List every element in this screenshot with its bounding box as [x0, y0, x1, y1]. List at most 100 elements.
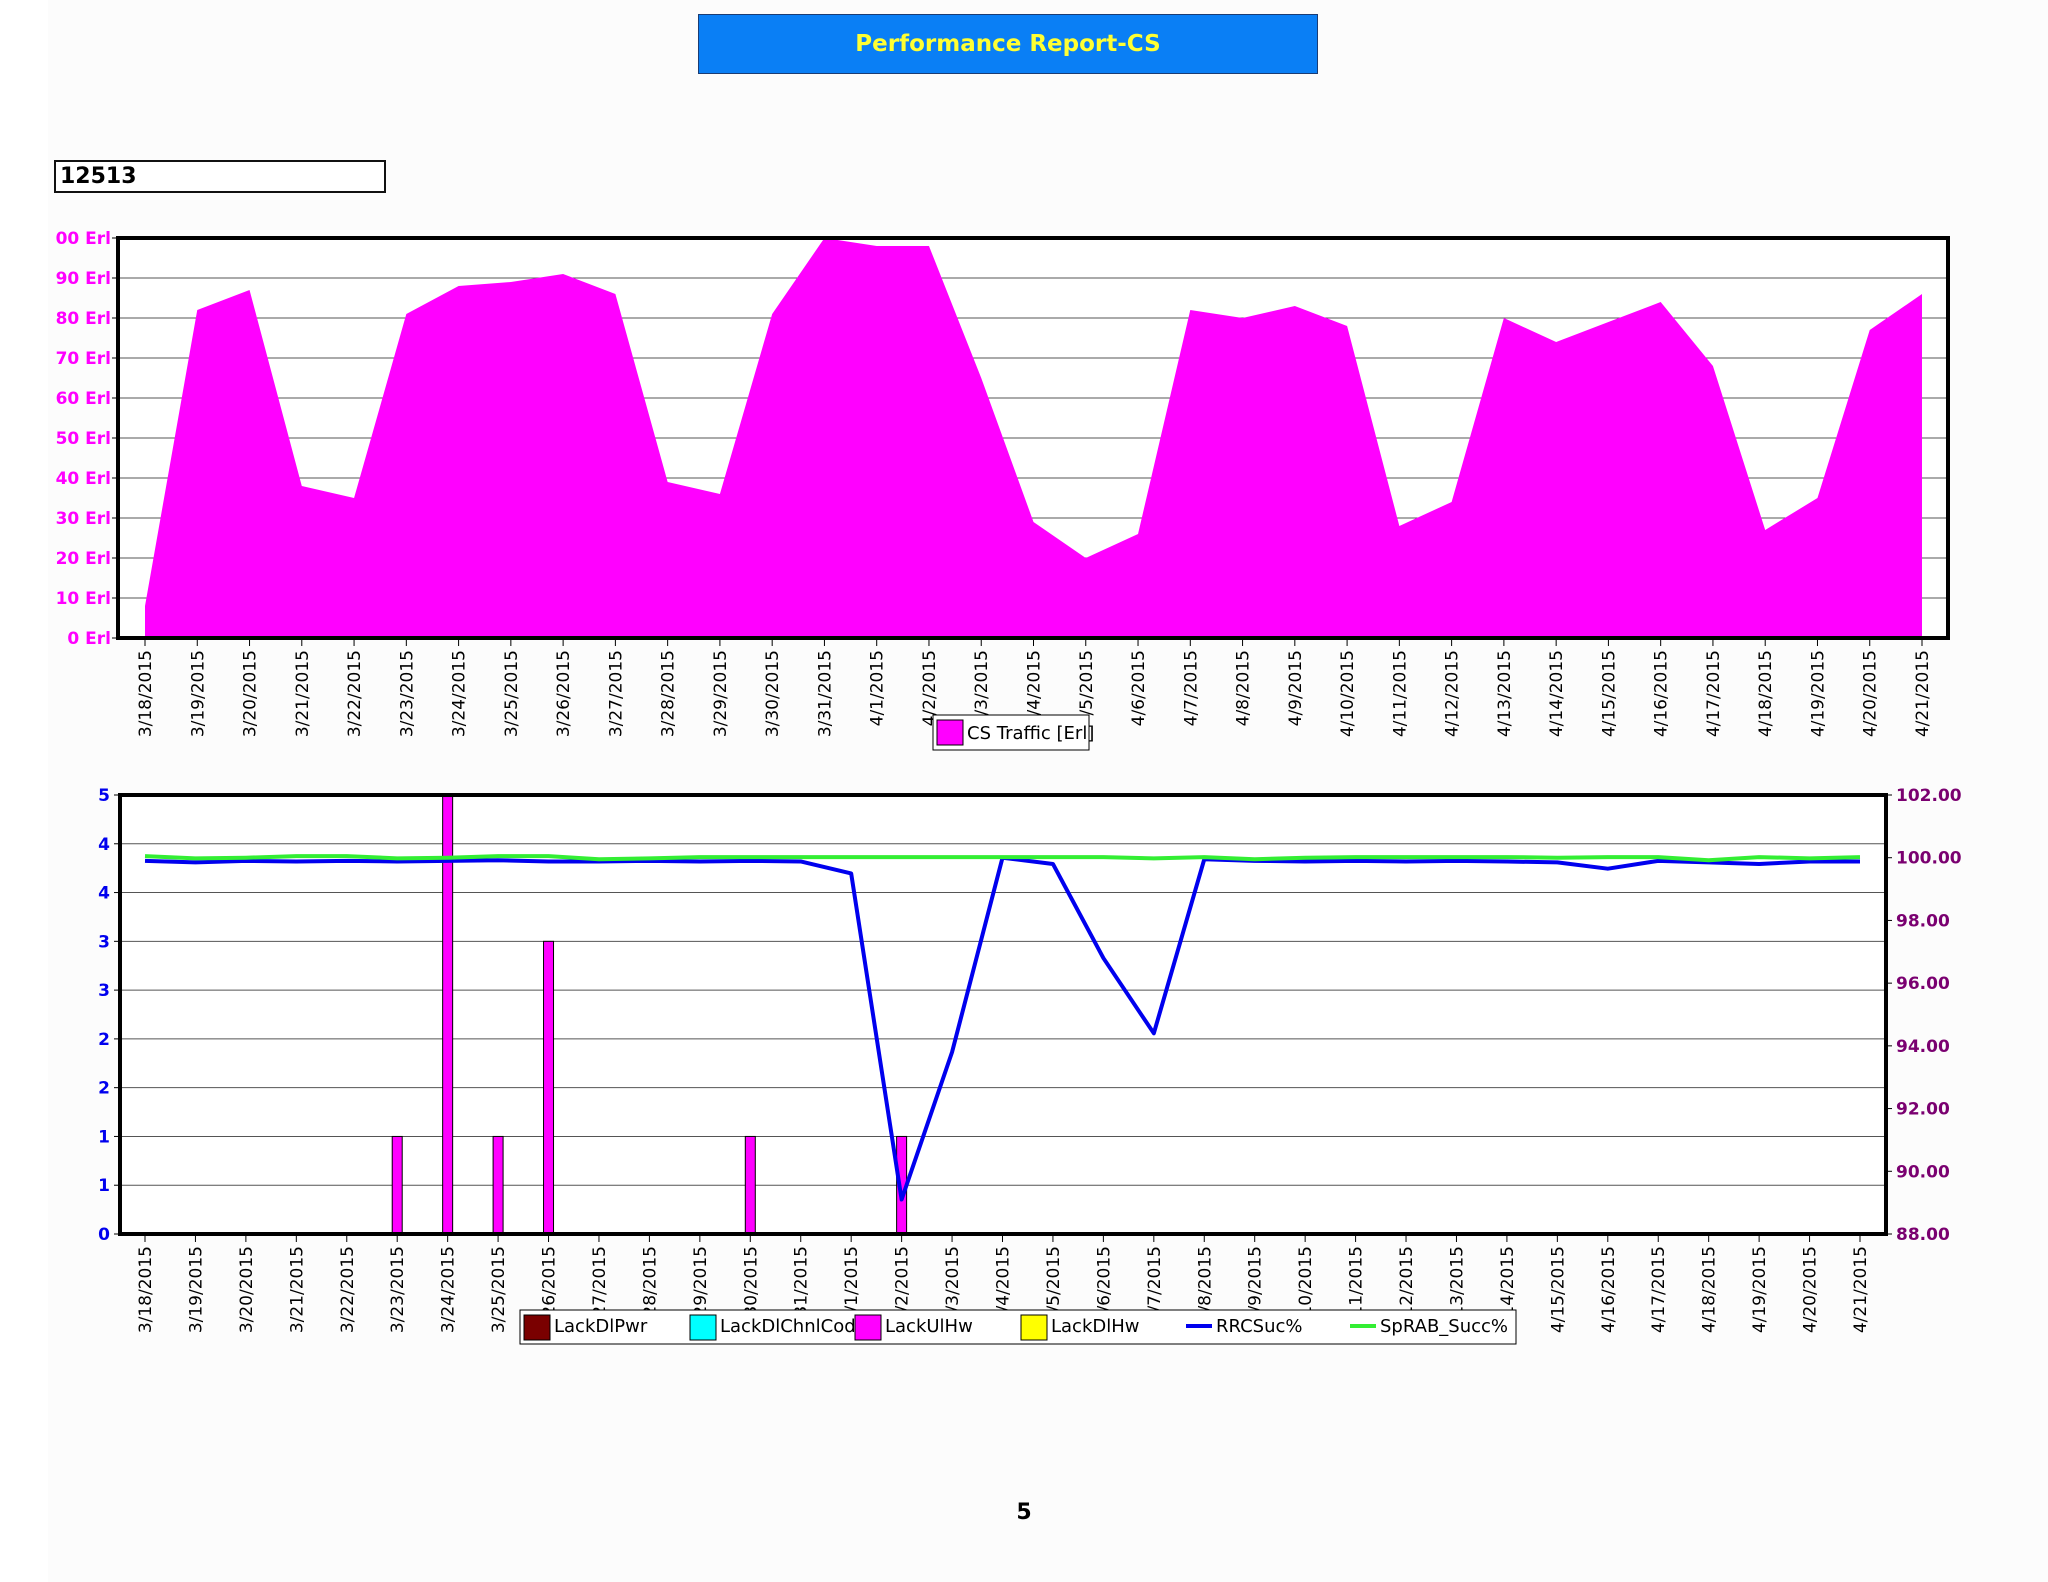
x-tick-label: 4/13/2015	[1495, 650, 1515, 737]
x-tick-label: 3/19/2015	[188, 650, 208, 737]
x-tick-label: /8/2015	[1195, 1246, 1215, 1312]
y-tick-label: 60 Erl	[56, 389, 111, 409]
x-tick-label: 4/18/2015	[1756, 650, 1776, 737]
report-title: Performance Report-CS	[698, 14, 1318, 74]
x-tick-label: 4/16/2015	[1652, 650, 1672, 737]
x-tick-label: 4/20/2015	[1801, 1246, 1821, 1333]
bar-lackulhw	[391, 1135, 403, 1235]
x-tick-label: 3/23/2015	[388, 1246, 408, 1333]
y-left-tick-label: 2	[98, 1079, 110, 1099]
line-sprab_succ	[144, 854, 1861, 863]
y-tick-label: 50 Erl	[56, 429, 111, 449]
x-tick-label: 28/2015	[640, 1246, 660, 1317]
y-left-tick-label: 4	[98, 835, 110, 855]
x-tick-label: 4/14/2015	[1547, 650, 1567, 737]
availability-combo-chart: 0 1 1 2 2 3 3 4 4 5 88.00 90.00 92.00 94.00 96.00 98.00…	[98, 786, 1962, 1345]
legend-label-sprab_succ: SpRAB_Succ%	[1380, 1316, 1508, 1337]
x-tick-label: 3/22/2015	[338, 1246, 358, 1333]
y-tick-label: 10 Erl	[56, 589, 111, 609]
x-tick-label: 29/2015	[691, 1246, 711, 1317]
y-left-tick-label: 1	[98, 1127, 110, 1147]
x-tick-label: 4/12/2015	[1443, 650, 1463, 737]
x-tick-label: 3/23/2015	[397, 650, 417, 737]
legend-label-lackdlchnlcode: LackDlChnlCode	[720, 1316, 867, 1337]
x-tick-label: 3/25/2015	[489, 1246, 509, 1333]
y-left-tick-label: 4	[98, 884, 110, 904]
x-tick-label: 12/2015	[1397, 1246, 1417, 1317]
x-tick-label: 4/15/2015	[1599, 650, 1619, 737]
y-right-tick-label: 90.00	[1896, 1162, 1950, 1182]
x-tick-label: 4/19/2015	[1750, 1246, 1770, 1333]
y-left-tick-label: 5	[98, 786, 110, 806]
y-right-tick-label: 102.00	[1896, 786, 1962, 806]
y-right-tick-label: 88.00	[1896, 1225, 1950, 1245]
x-tick-label: 3/20/2015	[241, 650, 261, 737]
x-tick-label: 4/2/2015	[920, 650, 940, 726]
x-tick-label: 4/6/2015	[1129, 650, 1149, 726]
legend-traffic: CS Traffic [Erl]	[932, 714, 1094, 751]
y-right-tick-label: 100.00	[1896, 849, 1962, 869]
traffic-area-chart: 0 Erl 10 Erl 20 Erl 30 Erl 40 Erl 50 Erl 60 Er…	[56, 229, 1950, 751]
x-tick-label: 3/18/2015	[136, 1246, 156, 1333]
legend-swatch-lackulhw	[854, 1314, 882, 1341]
x-tick-label: 4/1/2015	[868, 650, 888, 726]
x-tick-label: 13/2015	[1447, 1246, 1467, 1317]
y-right-tick-label: 96.00	[1896, 974, 1950, 994]
y-tick-label: 80 Erl	[56, 309, 111, 329]
x-tick-label: 3/31/2015	[815, 650, 835, 737]
x-tick-label: 27/2015	[590, 1246, 610, 1317]
x-tick-label: 4/17/2015	[1704, 650, 1724, 737]
x-tick-label: 14/2015	[1498, 1246, 1518, 1317]
legend-label-rrcsuc: RRCSuc%	[1216, 1316, 1303, 1337]
bar-lackulhw	[744, 1135, 756, 1235]
y-right-tick-label: 92.00	[1896, 1100, 1950, 1120]
x-tick-label: 3/30/2015	[763, 650, 783, 737]
y-left-tick-label: 0	[98, 1225, 110, 1245]
page-number: 5	[1016, 1500, 1032, 1525]
x-tick-label: 4/21/2015	[1851, 1246, 1871, 1333]
x-tick-label: 3/21/2015	[293, 650, 313, 737]
x-tick-label: 4/20/2015	[1861, 650, 1881, 737]
y-right-tick-label: 94.00	[1896, 1037, 1950, 1057]
x-tick-label: /9/2015	[1246, 1246, 1266, 1312]
x-tick-label: 31/2015	[792, 1246, 812, 1317]
x-tick-label: 3/29/2015	[711, 650, 731, 737]
x-tick-label: 3/24/2015	[439, 1246, 459, 1333]
x-tick-label: 3/20/2015	[237, 1246, 257, 1333]
x-tick-label: /4/2015	[994, 1246, 1014, 1312]
x-tick-label: 3/25/2015	[502, 650, 522, 737]
legend-swatch-lackdlhw	[1020, 1314, 1048, 1341]
x-tick-label: 26/2015	[540, 1246, 560, 1317]
x-tick-label: 4/21/2015	[1913, 650, 1933, 737]
y-tick-label: 00 Erl	[56, 229, 111, 249]
x-tick-label: 3/26/2015	[554, 650, 574, 737]
y-tick-label: 0 Erl	[67, 629, 111, 649]
cell-id-box: 12513	[54, 160, 386, 193]
x-tick-label: 3/22/2015	[345, 650, 365, 737]
y-tick-label: 70 Erl	[56, 349, 111, 369]
y-tick-label: 90 Erl	[56, 269, 111, 289]
x-tick-label: 4/17/2015	[1649, 1246, 1669, 1333]
legend-swatch-lackdlpwr	[523, 1314, 551, 1341]
x-tick-label: /3/2015	[943, 1246, 963, 1312]
x-tick-label: 4/8/2015	[1234, 650, 1254, 726]
y-tick-label: 40 Erl	[56, 469, 111, 489]
x-tick-label: /3/2015	[972, 650, 992, 716]
bar-lackulhw	[543, 940, 555, 1235]
x-tick-label: 4/7/2015	[1181, 650, 1201, 726]
legend-label-lackdlhw: LackDlHw	[1051, 1316, 1140, 1337]
legend-combo: LackDlPwr LackDlChnlCode LackUlHw LackDlHw R…	[519, 1309, 1517, 1345]
x-tick-label: /4/2015	[1025, 650, 1045, 716]
legend-swatch-lackdlchnlcode	[689, 1314, 717, 1341]
y-left-tick-label: 2	[98, 1030, 110, 1050]
x-tick-label: /5/2015	[1044, 1246, 1064, 1312]
x-tick-label: 30/2015	[741, 1246, 761, 1317]
x-tick-label: 4/11/2015	[1390, 650, 1410, 737]
x-tick-label: /2/2015	[893, 1246, 913, 1312]
x-tick-label: 4/19/2015	[1808, 650, 1828, 737]
x-tick-label: 10/2015	[1296, 1246, 1316, 1317]
x-tick-label: 4/9/2015	[1286, 650, 1306, 726]
y-left-tick-label: 1	[98, 1176, 110, 1196]
y-left-tick-label: 3	[98, 932, 110, 952]
